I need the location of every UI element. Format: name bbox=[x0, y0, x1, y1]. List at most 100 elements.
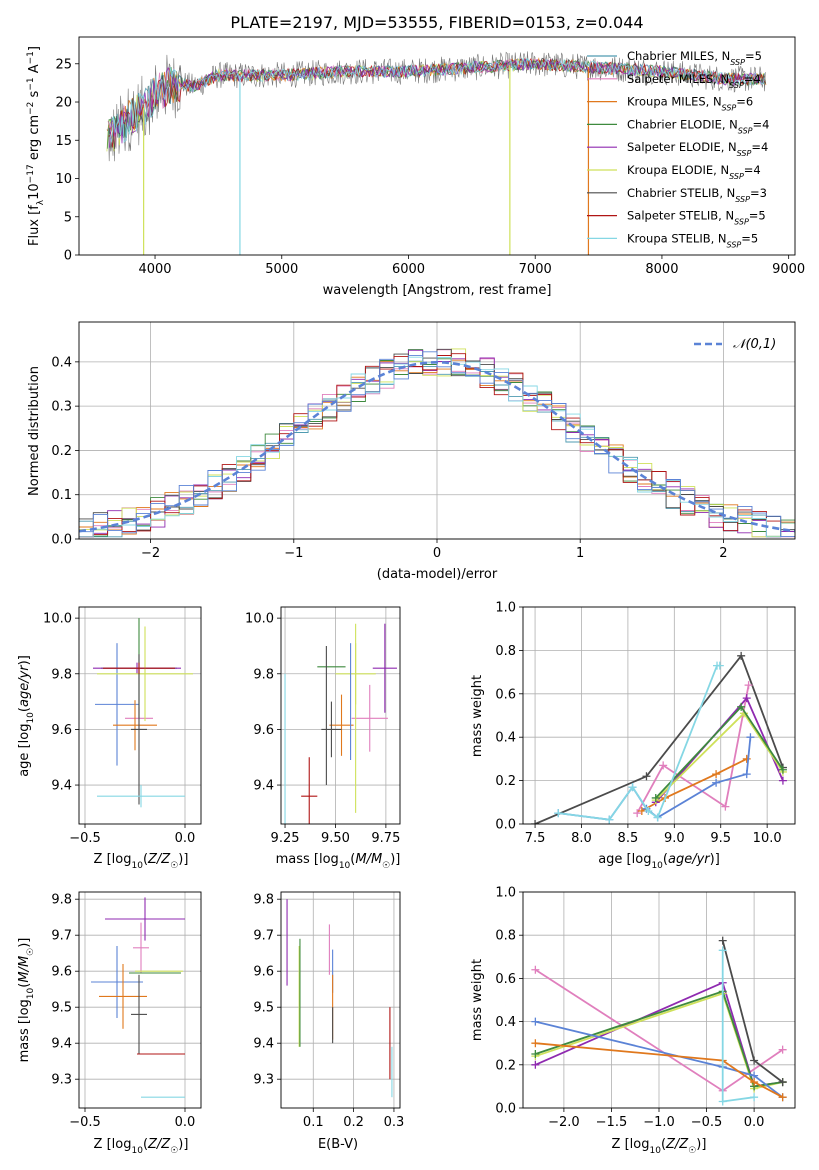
label-part: )] bbox=[696, 1137, 706, 1152]
weight-line bbox=[558, 664, 720, 821]
y-tick-label: 25 bbox=[55, 57, 72, 72]
x-tick-label: 9.25 bbox=[271, 831, 300, 846]
weight-line bbox=[655, 711, 784, 801]
label-part: ☉ bbox=[170, 1146, 178, 1156]
x-tick-label: 2 bbox=[719, 546, 727, 561]
plus-marker bbox=[554, 809, 563, 818]
y-tick-label: 1.0 bbox=[495, 601, 516, 616]
y-tick-label: 9.7 bbox=[51, 929, 72, 944]
weight-line bbox=[534, 653, 784, 824]
x-tick-label: −2 bbox=[141, 546, 160, 561]
plus-marker bbox=[642, 772, 651, 781]
legend-part: SSP bbox=[730, 58, 745, 67]
x-axis-label: Z [log10(Z/Z☉)] bbox=[94, 852, 189, 871]
axes-frame bbox=[78, 36, 796, 256]
plus-marker bbox=[742, 754, 751, 763]
plot-area bbox=[106, 51, 767, 255]
plus-marker bbox=[718, 936, 727, 945]
x-tick-label: −1.0 bbox=[643, 1115, 675, 1130]
label-part: Normed distribution bbox=[27, 366, 42, 496]
x-tick-label: 0.1 bbox=[303, 1115, 324, 1130]
y-tick-label: 9.4 bbox=[253, 1037, 274, 1052]
plot-area bbox=[286, 899, 393, 1098]
y-tick-label: 0.6 bbox=[495, 687, 516, 702]
label-part: )] bbox=[710, 852, 720, 867]
legend-part: =6 bbox=[736, 95, 753, 109]
label-part: age/yr bbox=[17, 664, 32, 707]
spectrum-panel: 4000 5000 6000 7000 8000 9000 0 5 10 15 20 25 wavele… bbox=[26, 36, 805, 298]
label-part: Z/Z bbox=[147, 1137, 171, 1152]
label-part: 10 bbox=[339, 861, 351, 871]
weight-line bbox=[655, 696, 784, 803]
label-part: )] bbox=[17, 938, 32, 948]
plus-marker bbox=[750, 1093, 759, 1102]
y-tick-label: 9.6 bbox=[253, 723, 274, 738]
plus-marker bbox=[778, 765, 787, 774]
axes-frame bbox=[78, 321, 796, 540]
x-axis-label: Z [log10(Z/Z☉)] bbox=[612, 1137, 707, 1156]
label-part: −1 bbox=[26, 51, 36, 64]
legend-part: =4 bbox=[744, 72, 761, 86]
plus-marker bbox=[644, 806, 653, 815]
weight-line bbox=[655, 705, 784, 799]
y-tick-label: 0.0 bbox=[51, 533, 72, 548]
legend-label: Salpeter ELODIE, NSSP=4 bbox=[627, 140, 768, 158]
y-axis-label: Normed distribution bbox=[27, 366, 42, 496]
label-part: ( bbox=[17, 983, 32, 988]
axes-frame bbox=[78, 891, 202, 1109]
plus-marker bbox=[750, 1078, 759, 1087]
plus-marker bbox=[778, 1093, 787, 1102]
label-part: ☉ bbox=[26, 948, 36, 956]
y-tick-label: 0.3 bbox=[51, 400, 72, 415]
legend-part: SSP bbox=[734, 217, 749, 226]
label-part: ( bbox=[350, 852, 355, 867]
x-tick-label: 5000 bbox=[265, 262, 298, 277]
legend-part: Kroupa MILES, N bbox=[627, 95, 722, 109]
x-tick-label: −0.5 bbox=[69, 831, 101, 846]
label-part: )] bbox=[178, 852, 188, 867]
x-tick-label: −1.5 bbox=[596, 1115, 628, 1130]
legend-part: =5 bbox=[741, 231, 758, 245]
x-tick-label: 7.5 bbox=[525, 831, 546, 846]
y-tick-label: 9.6 bbox=[51, 965, 72, 980]
y-tick-label: 9.3 bbox=[51, 1073, 72, 1088]
mass-vs-extinction-panel: 0.1 0.2 0.3 9.3 9.4 9.5 9.6 9.7 9.8 E(B-V) bbox=[253, 891, 404, 1152]
label-part: 10 bbox=[131, 1146, 143, 1156]
plus-marker bbox=[718, 1097, 727, 1106]
x-tick-label: −0.5 bbox=[69, 1115, 101, 1130]
x-tick-label: 8.5 bbox=[618, 831, 639, 846]
label-part: ( bbox=[17, 707, 32, 712]
label-part: 10 bbox=[649, 1146, 661, 1156]
axes-frame bbox=[280, 606, 401, 825]
weight-vs-metallicity-panel: −2.0 −1.5 −1.0 −0.5 0.0 0.0 0.2 0.4 0.6 0.8 1.0 Z [… bbox=[470, 886, 796, 1156]
label-part: M/M bbox=[17, 956, 32, 983]
weight-line bbox=[641, 758, 748, 812]
plus-marker bbox=[742, 694, 751, 703]
x-tick-label: 8000 bbox=[645, 262, 678, 277]
label-part: )] bbox=[17, 655, 32, 665]
normal-reference-curve bbox=[79, 360, 795, 533]
x-tick-label: 9000 bbox=[772, 262, 805, 277]
y-tick-label: 0.8 bbox=[495, 644, 516, 659]
label-part: 10 bbox=[131, 861, 143, 871]
plot-area bbox=[531, 936, 787, 1106]
x-tick-label: 0.0 bbox=[744, 1115, 765, 1130]
y-tick-label: 0.0 bbox=[495, 1102, 516, 1117]
y-tick-label: 10.0 bbox=[43, 612, 72, 627]
plus-marker bbox=[712, 770, 721, 779]
x-tick-label: −2.0 bbox=[548, 1115, 580, 1130]
y-tick-label: 0.4 bbox=[51, 355, 72, 370]
plus-marker bbox=[778, 776, 787, 785]
x-axis-label: Z [log10(Z/Z☉)] bbox=[94, 1137, 189, 1156]
legend-part: SSP bbox=[729, 172, 744, 181]
y-tick-label: 9.4 bbox=[253, 779, 274, 794]
plus-marker bbox=[778, 1078, 787, 1087]
histogram-steps bbox=[79, 351, 795, 539]
plus-marker bbox=[531, 965, 540, 974]
label-part: s bbox=[27, 90, 42, 101]
label-part: ☉ bbox=[170, 861, 178, 871]
legend-part: SSP bbox=[735, 194, 750, 203]
weight-line bbox=[535, 1042, 784, 1098]
weight-line bbox=[636, 684, 750, 814]
